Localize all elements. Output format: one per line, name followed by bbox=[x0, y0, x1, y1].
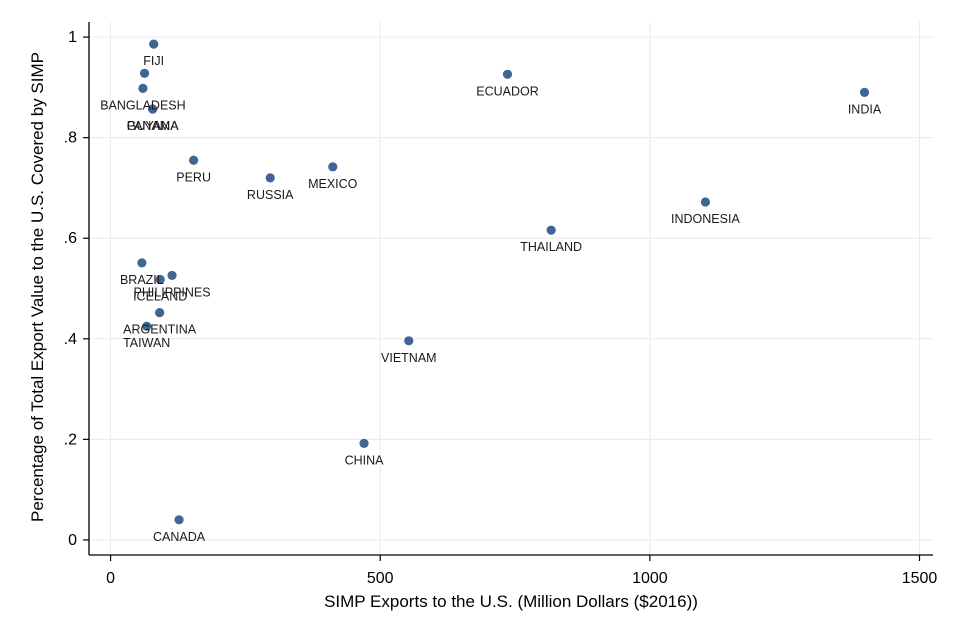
point-label: THAILAND bbox=[520, 240, 582, 254]
data-point bbox=[167, 270, 177, 281]
point-label: ICELAND bbox=[133, 289, 187, 303]
point-label: CHINA bbox=[345, 453, 385, 467]
x-tick-label: 500 bbox=[367, 570, 394, 587]
data-point bbox=[155, 274, 165, 285]
x-tick-label: 1500 bbox=[902, 570, 938, 587]
y-axis-title: Percentage of Total Export Value to the … bbox=[28, 52, 47, 522]
point-label: TAIWAN bbox=[123, 336, 170, 350]
y-tick-label: .2 bbox=[64, 431, 77, 448]
axes bbox=[88, 22, 933, 556]
point-label: CANADA bbox=[153, 530, 206, 544]
y-tick-label: .6 bbox=[64, 230, 77, 247]
x-tick-label: 0 bbox=[106, 570, 115, 587]
data-point bbox=[137, 258, 147, 268]
data-point bbox=[859, 87, 870, 97]
x-tick-label: 1000 bbox=[632, 570, 668, 587]
data-point bbox=[359, 438, 369, 448]
data-point bbox=[138, 83, 148, 93]
data-point bbox=[148, 104, 158, 114]
data-point bbox=[142, 321, 152, 331]
data-point bbox=[174, 515, 184, 525]
data-point bbox=[139, 68, 150, 78]
point-label: INDIA bbox=[848, 102, 882, 116]
data-point bbox=[700, 197, 711, 207]
point-label: INDONESIA bbox=[671, 212, 740, 226]
data-point bbox=[546, 225, 556, 235]
data-point bbox=[502, 69, 513, 79]
point-label: MEXICO bbox=[308, 177, 358, 191]
point-label: FIJI bbox=[143, 54, 164, 68]
data-point bbox=[328, 162, 338, 172]
gridlines bbox=[89, 22, 933, 555]
data-point bbox=[404, 336, 414, 346]
data-point bbox=[155, 308, 165, 318]
point-label: RUSSIA bbox=[247, 188, 294, 202]
x-axis-title: SIMP Exports to the U.S. (Million Dollar… bbox=[324, 592, 698, 611]
point-label: PANAMA bbox=[127, 119, 180, 133]
y-tick-label: .4 bbox=[64, 331, 77, 348]
y-tick-label: 1 bbox=[68, 29, 77, 46]
point-label: ARGENTINA bbox=[123, 323, 197, 337]
data-point bbox=[149, 39, 159, 49]
point-label: ECUADOR bbox=[476, 84, 539, 98]
point-label: VIETNAM bbox=[381, 351, 437, 365]
data-points bbox=[137, 39, 870, 525]
point-label: GUYANA bbox=[127, 119, 180, 133]
point-label: PHILIPPINES bbox=[133, 285, 210, 299]
ticks: 0 .2 .4 .6 .8 1 0 500 1000 1500 bbox=[64, 29, 938, 587]
point-label: PERU bbox=[176, 170, 211, 184]
data-point bbox=[189, 155, 199, 165]
point-label: BRAZIL bbox=[120, 273, 164, 287]
data-point bbox=[265, 173, 275, 183]
point-label: BANGLADESH bbox=[100, 98, 185, 112]
y-tick-label: 0 bbox=[68, 532, 77, 549]
y-tick-label: .8 bbox=[64, 130, 77, 147]
